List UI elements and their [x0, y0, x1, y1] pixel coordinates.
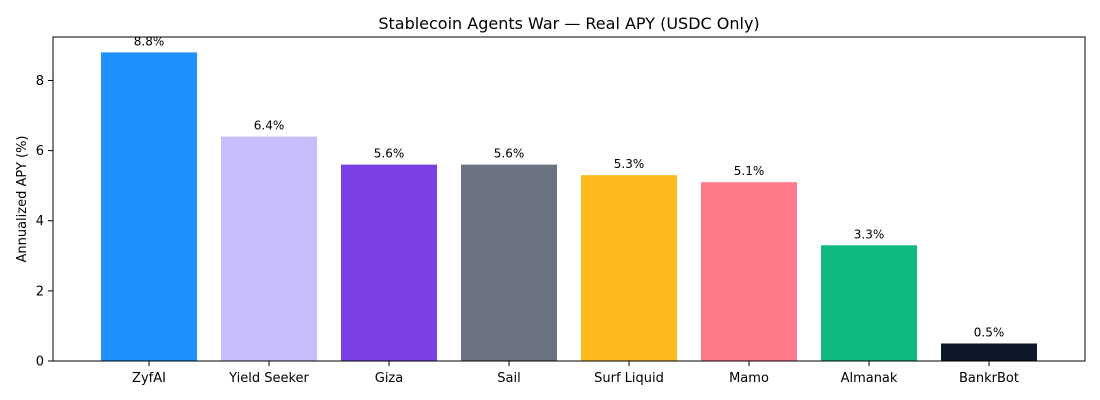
x-tick-label: Sail	[497, 371, 520, 386]
x-tick-label: Surf Liquid	[594, 371, 664, 386]
y-axis-label: Annualized APY (%)	[15, 135, 30, 262]
data-label: 6.4%	[254, 119, 285, 133]
y-tick-label: 8	[36, 74, 44, 89]
bar-2	[221, 136, 317, 361]
plot-frame	[52, 36, 1086, 362]
data-label: 5.6%	[374, 147, 405, 161]
x-tick-label: Mamo	[729, 371, 769, 386]
bar-4	[461, 164, 557, 361]
y-tick-label: 2	[36, 284, 44, 299]
x-tick-label: Almanak	[841, 371, 898, 386]
bar-1	[101, 52, 197, 362]
x-tick-label: BankrBot	[959, 371, 1019, 386]
x-tick-label: Giza	[375, 371, 403, 386]
data-label: 5.6%	[494, 147, 525, 161]
y-tick-label: 4	[36, 214, 44, 229]
bar-7	[821, 245, 917, 361]
data-label: 5.3%	[614, 157, 645, 171]
data-label: 0.5%	[974, 325, 1005, 339]
data-label: 8.8%	[134, 34, 165, 48]
chart-title: Stablecoin Agents War — Real APY (USDC O…	[378, 14, 759, 33]
bar-6	[701, 182, 797, 361]
y-tick-label: 6	[36, 144, 44, 159]
bar-5	[581, 175, 677, 361]
x-tick-label: Yield Seeker	[228, 371, 309, 386]
data-label: 5.1%	[734, 164, 765, 178]
bar-8	[941, 343, 1037, 361]
data-label: 3.3%	[854, 227, 885, 241]
x-tick-label: ZyfAI	[132, 371, 166, 386]
plot-area: 8.8% ZyfAI 6.4% Yield Seeker 5.6% Giza 5.6% Sai…	[36, 34, 1086, 386]
bar-3	[341, 164, 437, 361]
y-tick-label: 0	[36, 355, 44, 370]
